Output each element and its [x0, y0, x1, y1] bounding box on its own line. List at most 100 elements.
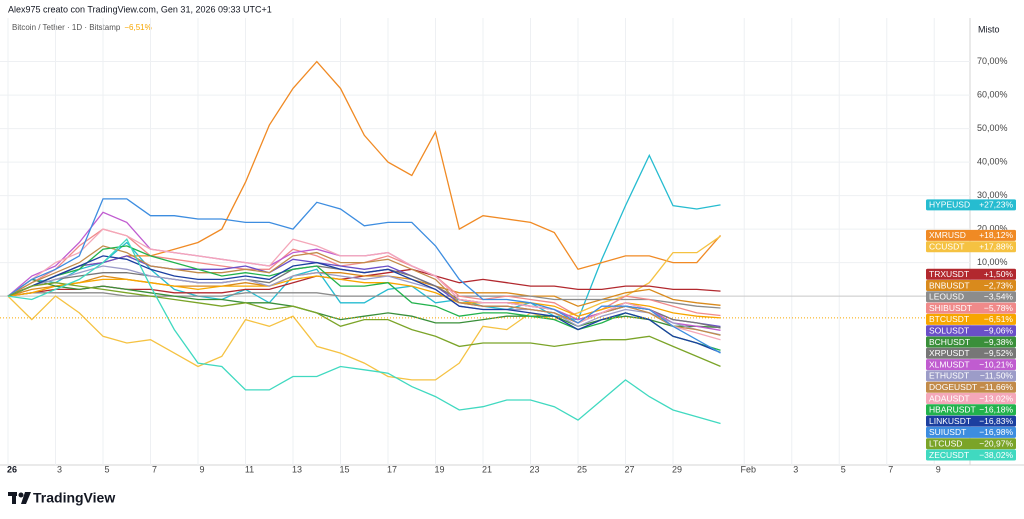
x-tick-label: 11	[245, 464, 254, 474]
y-tick-label: 40,00%	[977, 156, 1008, 166]
label-value: −16,83%	[979, 416, 1013, 426]
y-tick-label: 60,00%	[977, 89, 1008, 99]
last-value-label: XMRUSD +18,12%	[926, 229, 1016, 241]
last-value-label: SUIUSDT −16,98%	[926, 426, 1016, 438]
label-name: XMRUSD	[929, 230, 966, 240]
logo-stem	[12, 492, 16, 504]
label-name: CCUSDT	[929, 241, 964, 251]
series-line	[7, 60, 721, 297]
label-name: LEOUSD	[929, 292, 964, 302]
series-line	[7, 292, 721, 309]
last-value-label: ETHUSDT −11,50%	[926, 370, 1016, 382]
x-tick-label: 5	[841, 464, 846, 474]
label-value: −11,50%	[980, 371, 1014, 381]
label-box	[926, 415, 1016, 427]
label-value: −38,02%	[979, 450, 1013, 460]
x-tick-label: 5	[104, 464, 109, 474]
label-value: −9,52%	[984, 348, 1014, 358]
label-value: +18,12%	[979, 230, 1013, 240]
x-tick-label: 25	[577, 464, 587, 474]
x-tick-label: 19	[434, 464, 444, 474]
series-line	[7, 245, 721, 351]
series-line	[7, 153, 721, 321]
x-tick-label: 26	[7, 464, 17, 474]
label-box	[926, 229, 1016, 241]
series-line	[7, 255, 721, 354]
x-tick-label: Feb	[740, 464, 756, 474]
x-tick-label: 15	[339, 464, 349, 474]
label-value: −11,66%	[980, 382, 1014, 392]
last-value-label: LINKUSDT −16,83%	[926, 415, 1016, 427]
series-line	[7, 272, 721, 307]
label-box	[926, 199, 1016, 211]
scale-mode: Misto	[978, 24, 1000, 34]
label-box	[926, 280, 1016, 291]
last-value-label: BCHUSDT −9,38%	[926, 336, 1016, 348]
x-tick-label: 3	[57, 464, 62, 474]
label-value: −16,98%	[979, 427, 1013, 437]
last-value-label: DOGEUSDT −11,66%	[926, 381, 1016, 393]
x-tick-label: 7	[888, 464, 893, 474]
label-box	[926, 404, 1016, 416]
last-value-label: SOLUSDT −9,06%	[926, 325, 1016, 337]
last-value-label: TRXUSDT +1,50%	[926, 268, 1016, 280]
series-line	[7, 275, 721, 319]
last-value-label: SHIBUSDT −5,78%	[926, 302, 1016, 314]
last-value-label: HBARUSDT −16,18%	[926, 404, 1016, 416]
label-box	[926, 291, 1016, 303]
label-value: −16,18%	[979, 405, 1013, 415]
label-name: ADAUSDT	[929, 393, 970, 403]
label-value: −6,51%	[984, 314, 1014, 324]
label-box	[926, 438, 1016, 450]
y-tick-label: 20,00%	[977, 223, 1008, 233]
label-box	[926, 449, 1016, 461]
header: Alex975 creato con TradingView.com, Gen …	[8, 4, 272, 14]
last-value-label: XLMUSDT −10,21%	[926, 359, 1016, 371]
label-name: SHIBUSDT	[929, 303, 972, 313]
label-box	[926, 241, 1016, 253]
label-box	[926, 426, 1016, 438]
x-tick-label: 23	[529, 464, 539, 474]
x-tick-label: 9	[936, 464, 941, 474]
label-name: BCHUSDT	[929, 337, 970, 347]
label-name: HYPEUSD	[929, 200, 970, 210]
series-line	[7, 265, 721, 336]
brand-logo	[8, 492, 31, 504]
series-line	[7, 265, 721, 329]
label-value: −5,78%	[984, 303, 1014, 313]
label-name: XRPUSDT	[929, 348, 970, 358]
label-box	[926, 381, 1016, 393]
label-box	[926, 268, 1016, 280]
y-tick-label: 50,00%	[977, 123, 1008, 133]
label-box	[926, 336, 1016, 348]
brand: TradingView	[33, 490, 115, 506]
x-tick-label: 17	[387, 464, 397, 474]
label-name: ZECUSDT	[929, 450, 969, 460]
y-tick-label: 70,00%	[977, 56, 1008, 66]
series-line	[7, 238, 721, 425]
logo-dot	[18, 492, 24, 498]
x-tick-label: 13	[292, 464, 302, 474]
label-value: −20,97%	[979, 438, 1013, 448]
label-value: −10,21%	[979, 359, 1013, 369]
label-value: −9,06%	[984, 325, 1014, 335]
label-box	[926, 313, 1016, 325]
last-value-label: HYPEUSD +27,23%	[926, 199, 1016, 211]
label-name: SUIUSDT	[929, 427, 966, 437]
x-tick-label: 21	[482, 464, 492, 474]
grid	[0, 18, 970, 465]
series-line	[7, 282, 721, 367]
label-name: LINKUSDT	[929, 416, 971, 426]
last-value-label: XRPUSDT −9,52%	[926, 347, 1016, 359]
label-name: BNBUSDT	[929, 280, 970, 290]
last-value-label: BTCUSDT −6,51%	[926, 313, 1016, 325]
label-value: −2,73%	[984, 280, 1014, 290]
x-tick-label: 29	[672, 464, 682, 474]
y-tick-label: 10,00%	[977, 257, 1008, 267]
label-box	[926, 393, 1016, 404]
label-name: SOLUSDT	[929, 325, 969, 335]
label-value: −13,02%	[979, 393, 1013, 403]
x-tick-label: 3	[793, 464, 798, 474]
